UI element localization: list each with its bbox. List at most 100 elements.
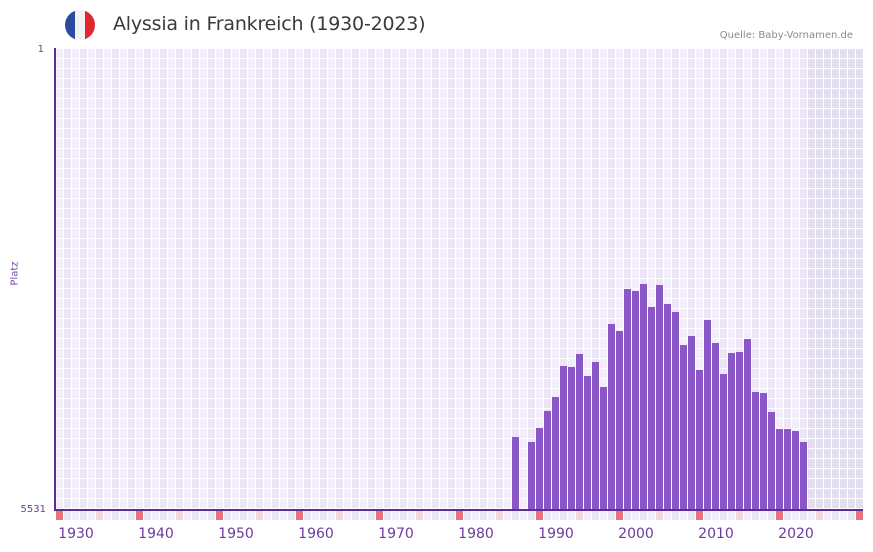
x-marker-1929 xyxy=(64,511,71,520)
bar-2018[interactable] xyxy=(776,428,783,510)
x-marker-2018 xyxy=(776,511,783,520)
x-marker-1945 xyxy=(192,511,199,520)
x-marker-2026 xyxy=(840,511,847,520)
x-marker-1997 xyxy=(608,511,615,520)
bar-2019[interactable] xyxy=(784,428,791,510)
x-marker-2002 xyxy=(648,511,655,520)
x-marker-1980 xyxy=(472,511,479,520)
bar-2021[interactable] xyxy=(800,441,807,510)
x-marker-1931 xyxy=(80,511,87,520)
x-marker-1994 xyxy=(584,511,591,520)
bar-2010[interactable] xyxy=(712,343,719,510)
bar-1997[interactable] xyxy=(608,324,615,510)
x-marker-1999 xyxy=(624,511,631,520)
bar-2001[interactable] xyxy=(640,283,647,510)
x-marker-1935 xyxy=(112,511,119,520)
flag-blue xyxy=(65,10,75,40)
bar-1998[interactable] xyxy=(616,330,623,510)
bar-1994[interactable] xyxy=(584,375,591,510)
bar-2017[interactable] xyxy=(768,412,775,510)
x-axis-line xyxy=(55,509,863,511)
x-marker-2017 xyxy=(768,511,775,520)
x-marker-1965 xyxy=(352,511,359,520)
bar-1987[interactable] xyxy=(528,441,535,510)
x-marker-1940 xyxy=(152,511,159,520)
x-marker-1947 xyxy=(208,511,215,520)
x-marker-2007 xyxy=(688,511,695,520)
bar-1989[interactable] xyxy=(544,411,551,510)
x-marker-2004 xyxy=(664,511,671,520)
x-marker-1957 xyxy=(288,511,295,520)
x-label-1960: 1960 xyxy=(298,526,334,542)
x-marker-1977 xyxy=(448,511,455,520)
bar-2013[interactable] xyxy=(736,352,743,510)
x-marker-1981 xyxy=(480,511,487,520)
x-marker-2014 xyxy=(744,511,751,520)
bar-2004[interactable] xyxy=(664,304,671,510)
x-marker-1966 xyxy=(360,511,367,520)
x-marker-2024 xyxy=(824,511,831,520)
x-marker-1934 xyxy=(104,511,111,520)
x-marker-1978 xyxy=(456,511,463,520)
bar-2015[interactable] xyxy=(752,392,759,510)
x-marker-1943 xyxy=(176,511,183,520)
x-marker-1958 xyxy=(296,511,303,520)
x-marker-2016 xyxy=(760,511,767,520)
x-marker-2000 xyxy=(632,511,639,520)
x-marker-2009 xyxy=(704,511,711,520)
x-marker-1961 xyxy=(320,511,327,520)
bar-1988[interactable] xyxy=(536,427,543,510)
x-marker-1970 xyxy=(392,511,399,520)
x-marker-1995 xyxy=(592,511,599,520)
x-marker-1954 xyxy=(264,511,271,520)
bar-2020[interactable] xyxy=(792,430,799,510)
x-marker-1960 xyxy=(312,511,319,520)
bar-2003[interactable] xyxy=(656,284,663,510)
bar-2000[interactable] xyxy=(632,290,639,510)
x-marker-1938 xyxy=(136,511,143,520)
bar-1999[interactable] xyxy=(624,288,631,510)
bar-1985[interactable] xyxy=(512,436,519,510)
bar-1990[interactable] xyxy=(552,397,559,510)
x-marker-1984 xyxy=(504,511,511,520)
x-marker-1932 xyxy=(88,511,95,520)
x-marker-1992 xyxy=(568,511,575,520)
bar-2008[interactable] xyxy=(696,370,703,510)
x-marker-1964 xyxy=(344,511,351,520)
x-marker-1949 xyxy=(224,511,231,520)
x-marker-1963 xyxy=(336,511,343,520)
x-marker-1953 xyxy=(256,511,263,520)
bar-2007[interactable] xyxy=(688,335,695,510)
x-marker-1991 xyxy=(560,511,567,520)
bar-2011[interactable] xyxy=(720,373,727,510)
bar-2016[interactable] xyxy=(760,393,767,510)
x-marker-2010 xyxy=(712,511,719,520)
bar-2009[interactable] xyxy=(704,320,711,510)
bar-1992[interactable] xyxy=(568,367,575,510)
bar-2012[interactable] xyxy=(728,353,735,510)
x-marker-1976 xyxy=(440,511,447,520)
x-label-1950: 1950 xyxy=(218,526,254,542)
bar-2014[interactable] xyxy=(744,338,751,510)
flag-red xyxy=(85,10,95,40)
x-marker-1946 xyxy=(200,511,207,520)
bar-1996[interactable] xyxy=(600,387,607,510)
bar-1993[interactable] xyxy=(576,354,583,510)
bar-2006[interactable] xyxy=(680,345,687,510)
x-marker-1950 xyxy=(232,511,239,520)
x-marker-1982 xyxy=(488,511,495,520)
france-flag-icon xyxy=(65,10,95,40)
bar-2005[interactable] xyxy=(672,312,679,510)
y-axis-title: Platz xyxy=(9,261,21,286)
x-marker-2020 xyxy=(792,511,799,520)
x-marker-2015 xyxy=(752,511,759,520)
x-marker-1979 xyxy=(464,511,471,520)
bar-2002[interactable] xyxy=(648,307,655,510)
bar-1995[interactable] xyxy=(592,362,599,510)
y-axis-top-label: 1 xyxy=(37,44,44,55)
x-marker-1993 xyxy=(576,511,583,520)
bar-1991[interactable] xyxy=(560,366,567,510)
x-marker-2025 xyxy=(832,511,839,520)
x-marker-2022 xyxy=(808,511,815,520)
x-marker-1985 xyxy=(512,511,519,520)
